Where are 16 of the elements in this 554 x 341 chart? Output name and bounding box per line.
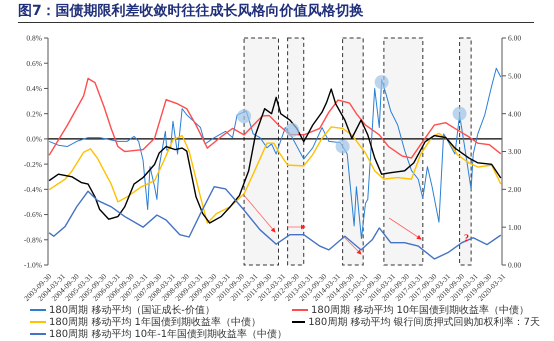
line-series [48, 88, 502, 224]
point [285, 123, 300, 138]
point [452, 106, 467, 121]
line-series [48, 126, 502, 224]
point [336, 139, 350, 154]
legend-label: 180周期 移动平均 1年国债到期收益率（中债） [49, 316, 261, 328]
point [237, 109, 252, 124]
line-series [48, 186, 502, 260]
legend-label: 180周期 移动平均 银行间质押式回购加权利率：7天 [308, 316, 540, 329]
chart-title: 图7：国债期限利差收敛时往往成长风格向价值风格切换 [18, 2, 534, 23]
point [374, 75, 389, 90]
line-series [48, 68, 502, 240]
legend-label: 180周期 移动平均 10年国债到期收益率（中债） [311, 304, 530, 316]
legend-label: 180周期 移动平均（国证成长-价值） [49, 304, 215, 316]
line-series [48, 78, 502, 159]
legend-label: 180周期 移动平均 10年-1年国债到期收益率（中债） [49, 328, 288, 341]
